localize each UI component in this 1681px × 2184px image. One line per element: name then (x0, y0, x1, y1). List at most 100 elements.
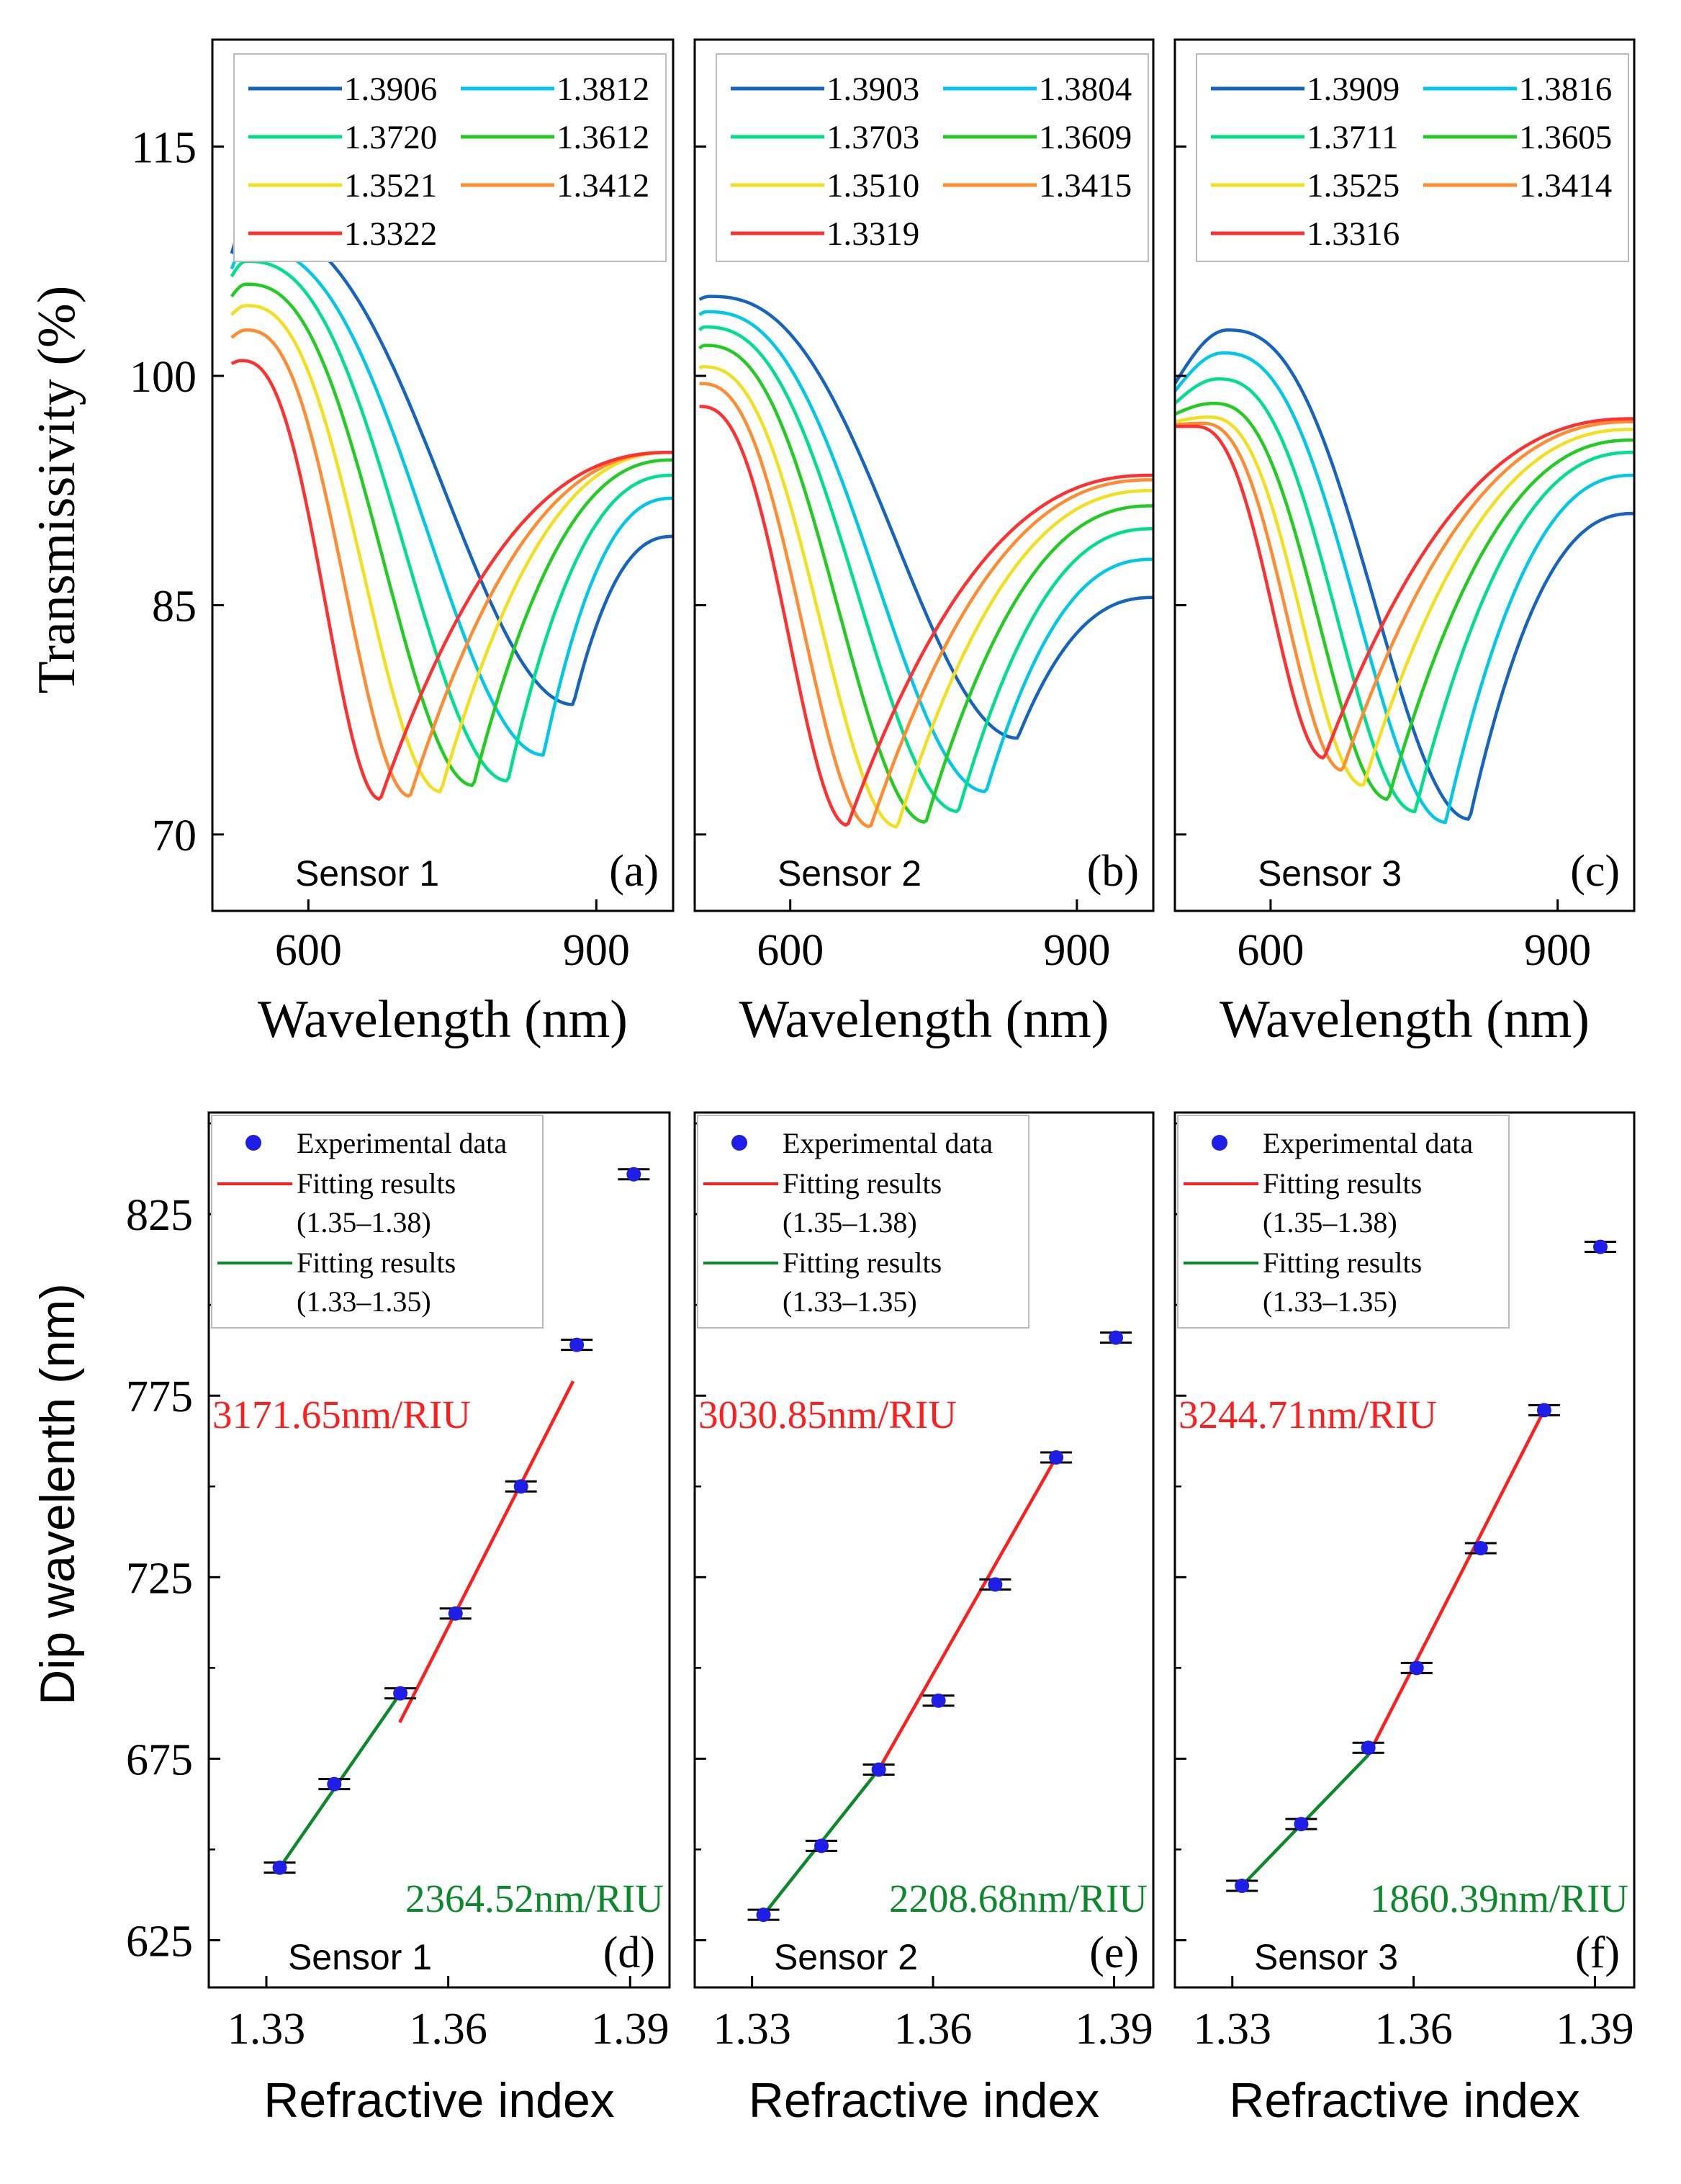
data-marker (1294, 1817, 1309, 1832)
spectrum-lines (698, 295, 1153, 829)
plot-frame (1173, 38, 1636, 912)
legend-box (233, 53, 667, 262)
legend-box (697, 1115, 1029, 1329)
data-point (505, 1479, 537, 1494)
x-tick-label: 1.33 (1194, 2005, 1272, 2054)
x-tick-label: 600 (1237, 926, 1304, 975)
sensor-label: Sensor 1 (295, 853, 439, 894)
data-point (1584, 1239, 1616, 1254)
legend-label-fit-low: Fitting results (297, 1246, 456, 1279)
legend-label: 1.3903 (826, 71, 919, 108)
data-point (1100, 1330, 1132, 1345)
data-marker (988, 1577, 1003, 1592)
x-tick-label: 1.36 (894, 2005, 973, 2054)
y-tick-label: 100 (130, 353, 197, 402)
legend-label: 1.3415 (1039, 167, 1132, 205)
y-tick-label: 625 (126, 1917, 193, 1966)
spectrum-line-1.3812 (230, 244, 673, 757)
legend-marker-experimental (245, 1135, 261, 1151)
panel-letter: (e) (1089, 1928, 1139, 1977)
data-point (806, 1838, 838, 1853)
data-point (1352, 1740, 1384, 1756)
spectrum-line-1.3510 (698, 365, 1153, 829)
spectrum-line-1.3804 (698, 310, 1153, 794)
slope-label-low: 2364.52nm/RIU (405, 1877, 664, 1920)
y-tick-label: 70 (152, 812, 197, 860)
spectrum-panel-2: 600 900 Wavelength (nm) 1.3903 1.3804 1.3703 1… (693, 38, 1155, 1049)
data-marker (327, 1776, 342, 1792)
spectrum-line-1.3414 (1175, 420, 1634, 772)
data-point (922, 1693, 955, 1708)
data-point (1226, 1878, 1258, 1893)
spectrum-line-1.3909 (1175, 328, 1634, 821)
x-tick-label: 900 (1043, 926, 1110, 975)
data-point (1040, 1450, 1073, 1465)
data-marker (814, 1838, 829, 1853)
sensor-label: Sensor 1 (288, 1937, 432, 1977)
data-point (862, 1762, 895, 1777)
x-tick-label: 1.33 (227, 2005, 306, 2054)
legend-label: 1.3412 (556, 167, 649, 205)
legend-box (1177, 1115, 1510, 1329)
y-tick-label: 775 (126, 1372, 193, 1421)
legend-label: 1.3816 (1519, 71, 1612, 108)
sensor-label: Sensor 3 (1258, 853, 1402, 894)
fit-line-high (1366, 1409, 1546, 1756)
legend-label: 1.3812 (556, 71, 649, 108)
x-axis-title: Wavelength (nm) (1220, 990, 1590, 1049)
legend-label-experimental: Experimental data (1263, 1127, 1473, 1159)
legend-label: 1.3322 (344, 215, 437, 253)
x-axis-title: Refractive index (1229, 2073, 1580, 2128)
legend-label: 1.3316 (1307, 215, 1400, 253)
spectrum-panel-1: 70 85 100 115 600 900 Wavelength (nm) 1.3906 1.3… (130, 38, 675, 1049)
legend-marker-experimental (1212, 1135, 1227, 1151)
legend-label: 1.3711 (1307, 119, 1399, 156)
legend-range-fit-high: (1.35–1.38) (783, 1206, 917, 1239)
x-axis-title: Wavelength (nm) (258, 990, 628, 1049)
data-marker (393, 1686, 408, 1701)
legend-label: 1.3906 (344, 71, 437, 108)
data-marker (1361, 1740, 1376, 1756)
spectrum-line-1.3720 (230, 259, 673, 783)
data-point (1528, 1403, 1560, 1418)
spectrum-line-1.3319 (699, 405, 1153, 827)
panel-letter: (d) (603, 1928, 655, 1977)
data-marker (756, 1907, 771, 1923)
data-marker (626, 1167, 641, 1182)
data-marker (871, 1762, 886, 1777)
spectrum-line-1.3612 (230, 282, 673, 788)
spectrum-line-1.3322 (230, 359, 673, 801)
data-marker (448, 1606, 463, 1621)
legend-label: 1.3525 (1307, 167, 1400, 205)
sensor-label: Sensor 3 (1254, 1937, 1398, 1977)
panel-letter: (a) (609, 847, 659, 896)
data-marker (1109, 1330, 1124, 1345)
data-marker (513, 1479, 528, 1494)
data-marker (272, 1860, 287, 1875)
data-marker (1049, 1450, 1064, 1465)
data-point (747, 1907, 780, 1923)
data-marker (1536, 1403, 1551, 1418)
data-marker (1473, 1540, 1488, 1555)
x-tick-label: 1.39 (1556, 2005, 1634, 2054)
x-tick-label: 900 (563, 926, 630, 975)
legend-range-fit-low: (1.33–1.35) (1263, 1285, 1397, 1318)
top-y-axis-title: Transmissivity (%) (27, 286, 86, 694)
y-tick-label: 85 (152, 582, 197, 631)
x-axis-title: Wavelength (nm) (739, 990, 1109, 1049)
panel-letter: (c) (1570, 847, 1620, 896)
y-tick-label: 675 (126, 1735, 193, 1784)
slope-label-low: 2208.68nm/RIU (889, 1877, 1148, 1920)
data-point (618, 1167, 650, 1182)
sensitivity-panel-2: 1.33 1.36 1.39 Refractive index Experimental… (693, 1111, 1155, 2128)
x-tick-label: 1.39 (1075, 2005, 1153, 2054)
sensitivity-panel-3: 1.33 1.36 1.39 Refractive index Experimental… (1173, 1111, 1636, 2128)
y-tick-label: 725 (126, 1554, 193, 1603)
legend-label-experimental: Experimental data (783, 1127, 993, 1159)
data-marker (931, 1693, 946, 1708)
x-tick-label: 600 (275, 926, 342, 975)
slope-label-high: 3244.71nm/RIU (1178, 1393, 1437, 1437)
x-axis-title: Refractive index (749, 2073, 1100, 2128)
data-point (263, 1860, 296, 1875)
legend-marker-experimental (731, 1135, 747, 1151)
